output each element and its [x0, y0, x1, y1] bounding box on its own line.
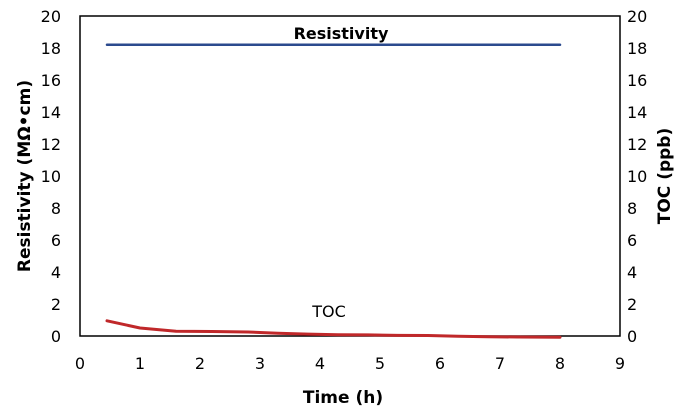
left-y-axis-title: Resistivity (MΩ•cm) — [15, 80, 35, 272]
plot-area-frame — [79, 15, 621, 337]
x-tick-label: 9 — [615, 354, 625, 373]
x-tick-label: 3 — [255, 354, 265, 373]
right-y-tick-label: 0 — [627, 327, 637, 346]
x-tick-label: 1 — [135, 354, 145, 373]
right-y-axis-title: TOC (ppb) — [655, 128, 675, 225]
right-y-tick-label: 6 — [627, 231, 637, 250]
right-y-tick-label: 20 — [627, 7, 647, 26]
right-y-tick-label: 2 — [627, 295, 637, 314]
left-y-tick-label: 2 — [51, 295, 61, 314]
x-tick-label: 0 — [75, 354, 85, 373]
right-y-tick-label: 10 — [627, 167, 647, 186]
left-y-tick-label: 16 — [41, 71, 61, 90]
x-tick-label: 8 — [555, 354, 565, 373]
right-y-tick-label: 12 — [627, 135, 647, 154]
left-y-tick-label: 18 — [41, 39, 61, 58]
toc-series-label: TOC — [311, 302, 346, 321]
right-y-axis-ticks: 0 2 4 6 8 10 12 14 16 18 20 — [627, 7, 647, 346]
series-labels: Resistivity TOC — [294, 24, 389, 321]
left-y-tick-label: 14 — [41, 103, 61, 122]
right-y-tick-label: 16 — [627, 71, 647, 90]
right-y-tick-label: 4 — [627, 263, 637, 282]
right-y-tick-label: 8 — [627, 199, 637, 218]
x-tick-label: 2 — [195, 354, 205, 373]
right-y-tick-label: 14 — [627, 103, 647, 122]
resistivity-series-label: Resistivity — [294, 24, 389, 43]
x-tick-label: 4 — [315, 354, 325, 373]
left-y-tick-label: 12 — [41, 135, 61, 154]
left-y-tick-label: 10 — [41, 167, 61, 186]
x-tick-label: 5 — [375, 354, 385, 373]
x-tick-label: 7 — [495, 354, 505, 373]
x-axis-ticks: 0 1 2 3 4 5 6 7 8 9 — [75, 354, 625, 373]
left-y-tick-label: 8 — [51, 199, 61, 218]
series-lines — [105, 43, 562, 339]
left-y-tick-label: 0 — [51, 327, 61, 346]
right-y-tick-label: 18 — [627, 39, 647, 58]
left-y-tick-label: 20 — [41, 7, 61, 26]
toc-line — [105, 319, 562, 339]
left-y-axis-ticks: 0 2 4 6 8 10 12 14 16 18 20 — [41, 7, 61, 346]
left-y-tick-label: 6 — [51, 231, 61, 250]
left-y-tick-label: 4 — [51, 263, 61, 282]
x-tick-label: 6 — [435, 354, 445, 373]
x-axis-title: Time (h) — [303, 388, 383, 406]
